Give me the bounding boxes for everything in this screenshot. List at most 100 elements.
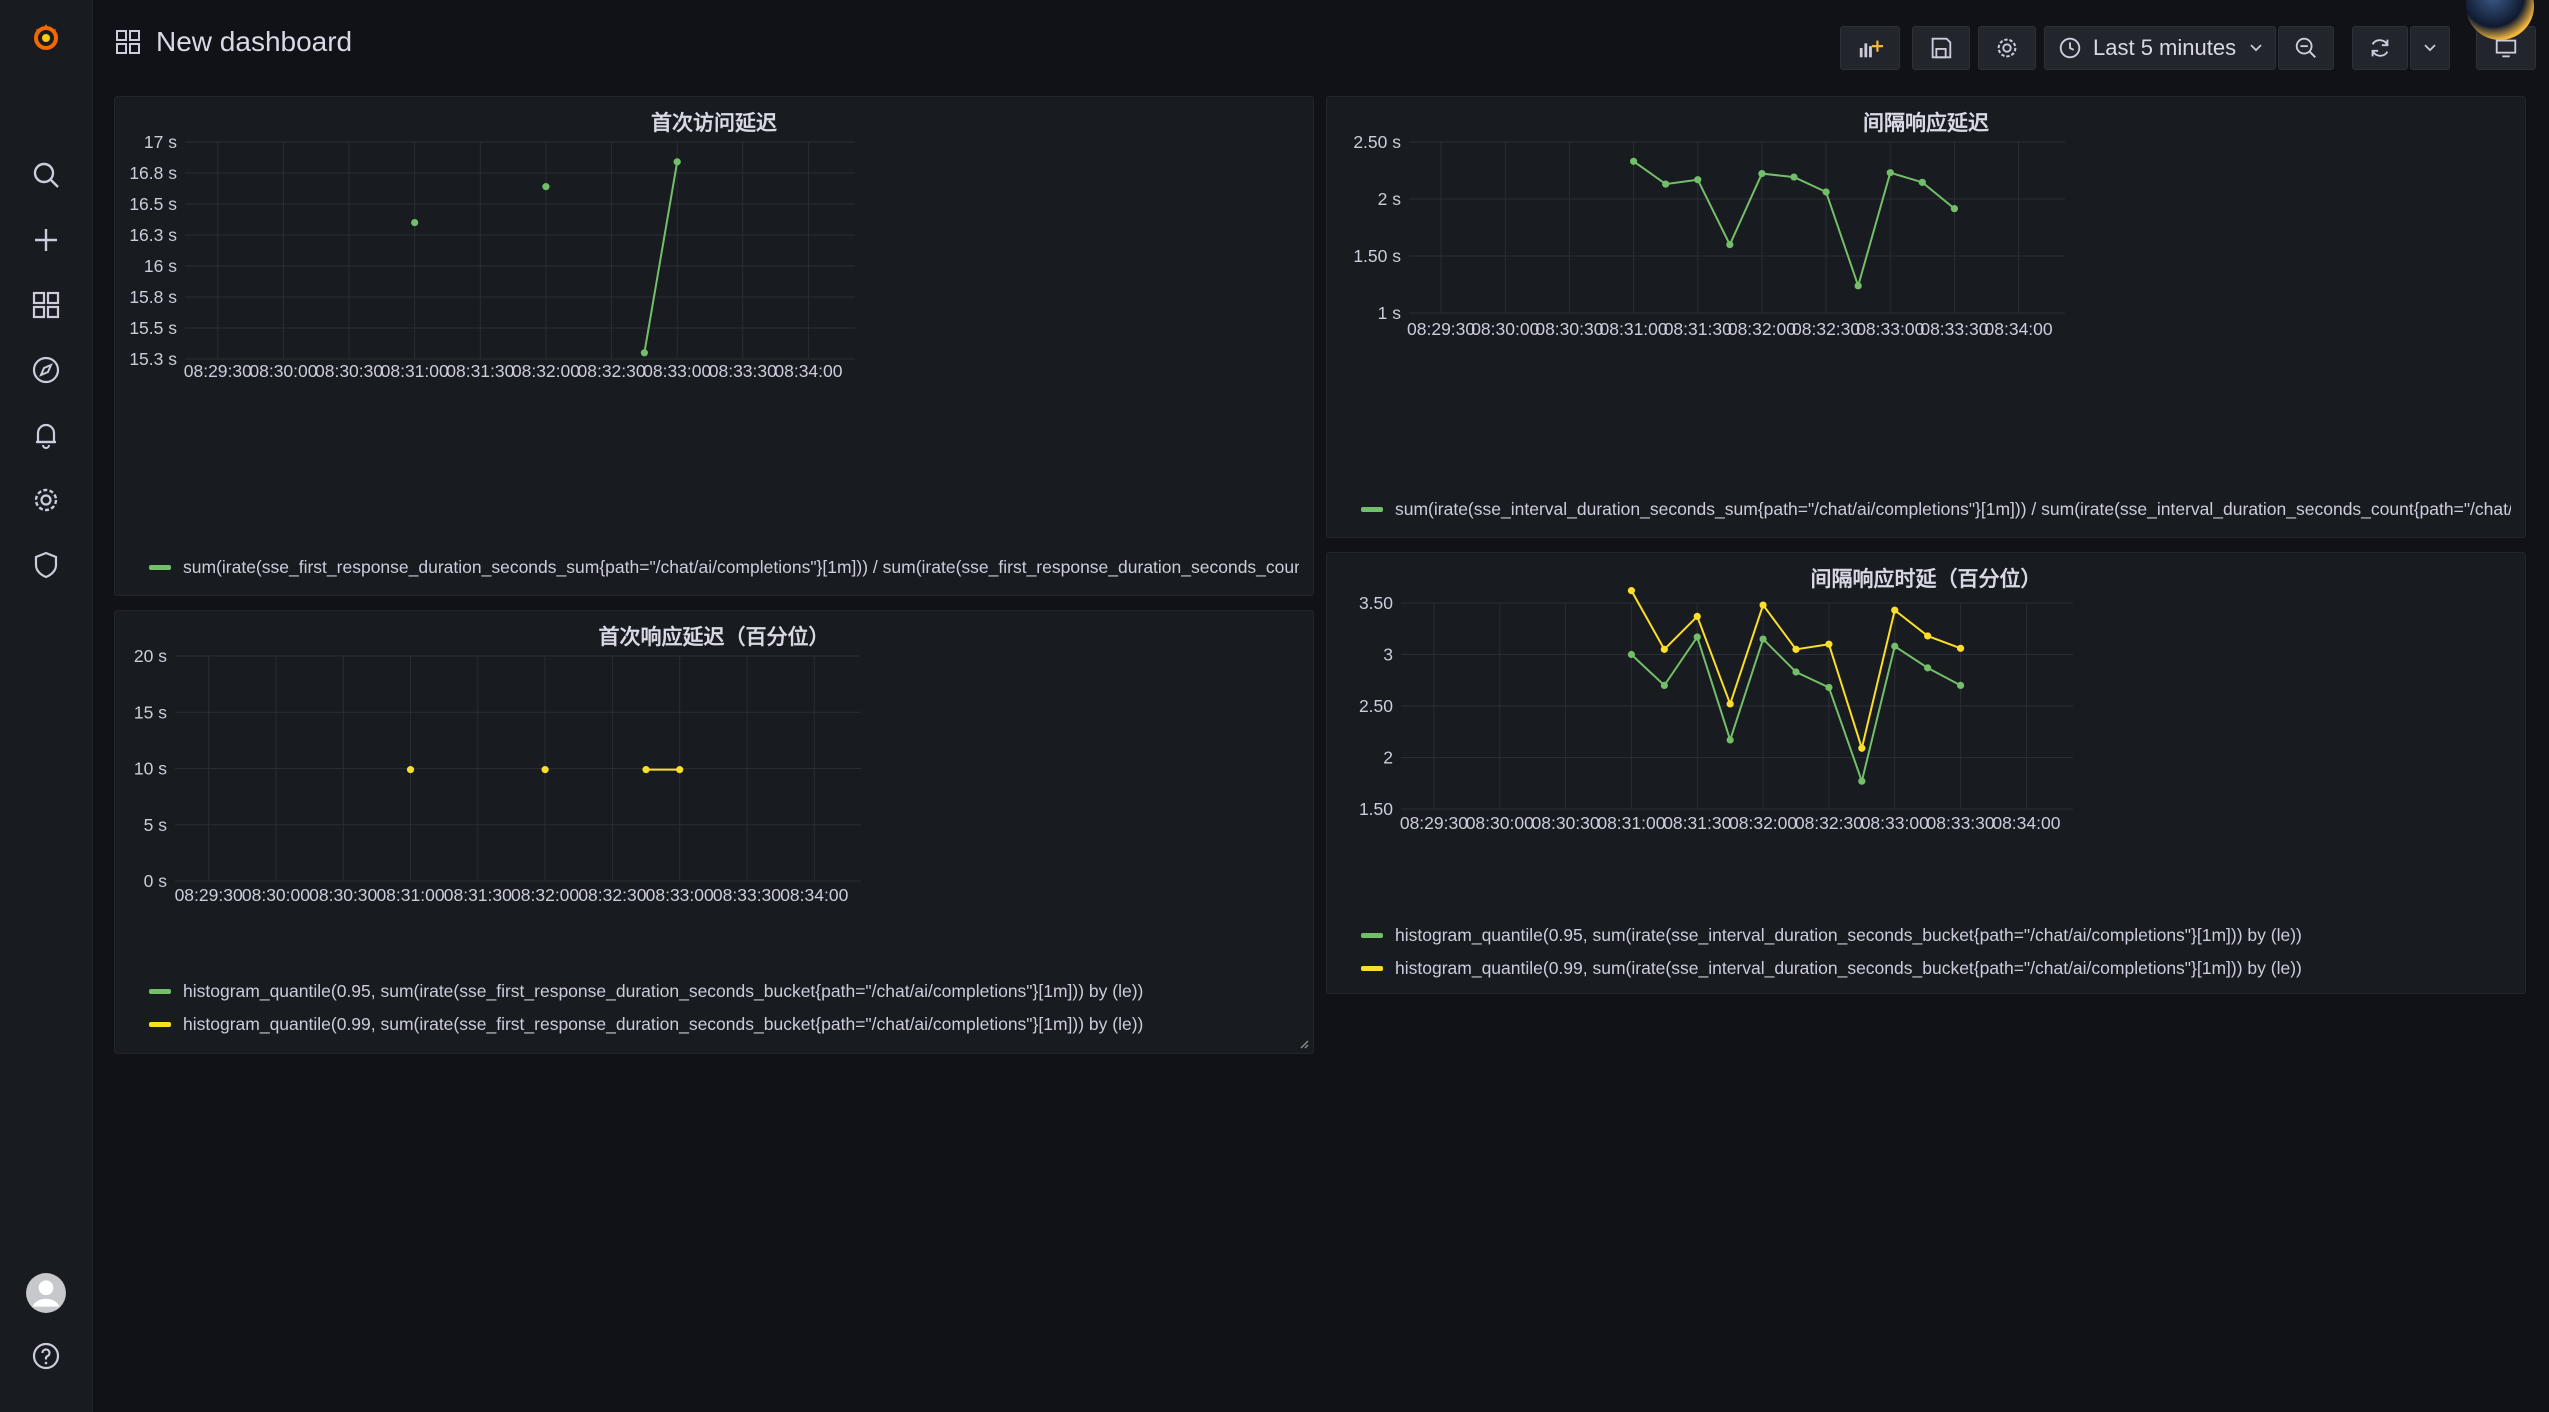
x-tick-label: 08:33:00 xyxy=(643,361,711,381)
data-point xyxy=(1918,178,1926,186)
chart-interval-response-latency: 08:29:3008:30:0008:30:3008:31:0008:31:30… xyxy=(1353,132,2065,339)
legend-label: histogram_quantile(0.95, sum(irate(sse_i… xyxy=(1395,925,2302,945)
data-point xyxy=(1660,681,1668,689)
data-point xyxy=(1759,601,1767,609)
gear-icon[interactable] xyxy=(21,475,71,525)
x-tick-label: 08:33:30 xyxy=(713,885,781,905)
panel-first-access-latency[interactable]: 首次访问延迟 08:29:30 08:30:00 08:30:30 08:31:00 0… xyxy=(114,96,1314,596)
chevron-down-icon xyxy=(2424,44,2436,52)
data-point xyxy=(1924,664,1932,672)
x-tick-label: 08:33:00 xyxy=(1861,813,1929,833)
breadcrumb[interactable]: New dashboard xyxy=(114,26,352,58)
x-tick-label: 08:31:00 xyxy=(1600,319,1668,339)
x-tick-label: 08:31:30 xyxy=(446,361,514,381)
refresh-icon xyxy=(2371,39,2389,57)
x-tick-label: 08:30:00 xyxy=(1466,813,1534,833)
y-tick-label: 1.50 s xyxy=(1353,246,1401,266)
bell-icon[interactable] xyxy=(21,410,71,460)
data-point xyxy=(1825,683,1833,692)
legend-swatch xyxy=(1361,966,1383,971)
refresh-interval-dropdown[interactable] xyxy=(2410,26,2450,70)
x-tick-label: 08:34:00 xyxy=(774,361,842,381)
save-dashboard-button[interactable] xyxy=(1912,26,1970,70)
dashboard-settings-button[interactable] xyxy=(1978,26,2036,70)
legend-item[interactable]: histogram_quantile(0.99, sum(irate(sse_i… xyxy=(1361,952,2511,985)
data-point xyxy=(1693,633,1701,641)
x-tick-label: 08:33:00 xyxy=(1856,319,1924,339)
legend-item[interactable]: histogram_quantile(0.95, sum(irate(sse_f… xyxy=(149,975,1299,1008)
legend-label: histogram_quantile(0.99, sum(irate(sse_f… xyxy=(183,1014,1144,1034)
data-point xyxy=(541,766,549,774)
chart-first-response-percentile: 08:29:30 08:30:00 08:30:30 08:31:00 08:31:30… xyxy=(134,646,861,905)
compass-icon[interactable] xyxy=(21,345,71,395)
data-point xyxy=(1950,205,1959,213)
legend: sum(irate(sse_first_response_duration_se… xyxy=(149,551,1299,584)
time-range-label: Last 5 minutes xyxy=(2093,35,2237,60)
x-tick-label: 08:31:30 xyxy=(1663,813,1731,833)
y-tick-label: 15.5 s xyxy=(129,318,177,338)
data-point xyxy=(1854,282,1862,290)
chevron-down-icon xyxy=(2250,44,2262,52)
legend-item[interactable]: sum(irate(sse_first_response_duration_se… xyxy=(149,551,1299,584)
y-tick-label: 20 s xyxy=(134,646,167,666)
data-point xyxy=(642,766,650,774)
refresh-button[interactable] xyxy=(2352,26,2408,70)
data-point xyxy=(1825,640,1833,648)
panel-title: 间隔响应时延（百分位） xyxy=(1810,568,2042,591)
shield-icon[interactable] xyxy=(21,540,71,590)
legend-swatch xyxy=(1361,507,1383,512)
x-tick-label: 08:29:30 xyxy=(1407,319,1475,339)
data-point xyxy=(1627,650,1636,659)
plus-icon[interactable] xyxy=(21,215,71,265)
data-point xyxy=(1694,176,1702,184)
x-tick-label: 08:32:00 xyxy=(512,361,580,381)
zoom-out-button[interactable] xyxy=(2278,26,2334,70)
legend-swatch xyxy=(149,989,171,994)
legend: sum(irate(sse_interval_duration_seconds_… xyxy=(1361,493,2511,526)
add-panel-button[interactable] xyxy=(1840,26,1900,70)
avatar[interactable] xyxy=(21,1268,71,1318)
y-tick-label: 16.5 s xyxy=(129,194,177,214)
top-bar: New dashboard Last 5 minutes xyxy=(92,0,2549,96)
x-tick-label: 08:32:30 xyxy=(578,885,646,905)
legend-item[interactable]: histogram_quantile(0.99, sum(irate(sse_f… xyxy=(149,1008,1299,1041)
y-tick-label: 15.3 s xyxy=(129,349,177,369)
time-picker-button[interactable]: Last 5 minutes xyxy=(2044,26,2276,70)
grafana-logo-icon[interactable] xyxy=(21,12,71,62)
data-point xyxy=(1693,612,1701,620)
y-tick-label: 2 s xyxy=(1378,189,1402,209)
data-point xyxy=(1858,744,1866,752)
x-tick-label: 08:32:00 xyxy=(511,885,579,905)
panel-interval-response-latency[interactable]: 间隔响应延迟 08:29:30 08:30:00 08:30:30 08:31:00 0… xyxy=(1326,96,2526,538)
legend-label: sum(irate(sse_first_response_duration_se… xyxy=(183,557,1299,577)
series-line xyxy=(643,161,679,353)
legend-item[interactable]: histogram_quantile(0.95, sum(irate(sse_i… xyxy=(1361,919,2511,952)
x-tick-label: 08:33:30 xyxy=(709,361,777,381)
y-tick-label: 16.3 s xyxy=(129,225,177,245)
y-tick-label: 17 s xyxy=(144,132,177,152)
x-tick-label: 08:31:00 xyxy=(1597,813,1665,833)
data-point xyxy=(676,766,684,774)
data-point xyxy=(1627,587,1636,595)
legend-item[interactable]: sum(irate(sse_interval_duration_seconds_… xyxy=(1361,493,2511,526)
data-point xyxy=(1956,644,1965,652)
help-icon[interactable] xyxy=(21,1331,71,1381)
x-tick-label: 08:34:00 xyxy=(780,885,848,905)
y-tick-label: 3 xyxy=(1383,645,1393,665)
dashboards-icon[interactable] xyxy=(21,280,71,330)
x-tick-label: 08:29:30 xyxy=(175,885,243,905)
panel-first-response-percentile[interactable]: 首次响应延迟（百分位） 08:29:30 08:30:00 08:30:30 08:3… xyxy=(114,610,1314,1054)
x-tick-label: 08:31:30 xyxy=(444,885,512,905)
search-icon[interactable] xyxy=(21,150,71,200)
resize-handle-icon[interactable] xyxy=(1299,1039,1309,1049)
x-tick-label: 08:30:00 xyxy=(249,361,317,381)
panel-interval-response-percentile[interactable]: 间隔响应时延（百分位） 08:29:30 08:30:00 08:30:30 08:3… xyxy=(1326,552,2526,994)
data-point xyxy=(1758,169,1766,178)
x-tick-label: 08:33:00 xyxy=(646,885,714,905)
y-tick-label: 16 s xyxy=(144,256,177,276)
data-point xyxy=(1858,777,1866,785)
data-point xyxy=(1792,668,1800,676)
y-tick-label: 5 s xyxy=(144,815,168,835)
x-tick-label: 08:31:30 xyxy=(1664,319,1732,339)
data-point xyxy=(1726,700,1734,708)
